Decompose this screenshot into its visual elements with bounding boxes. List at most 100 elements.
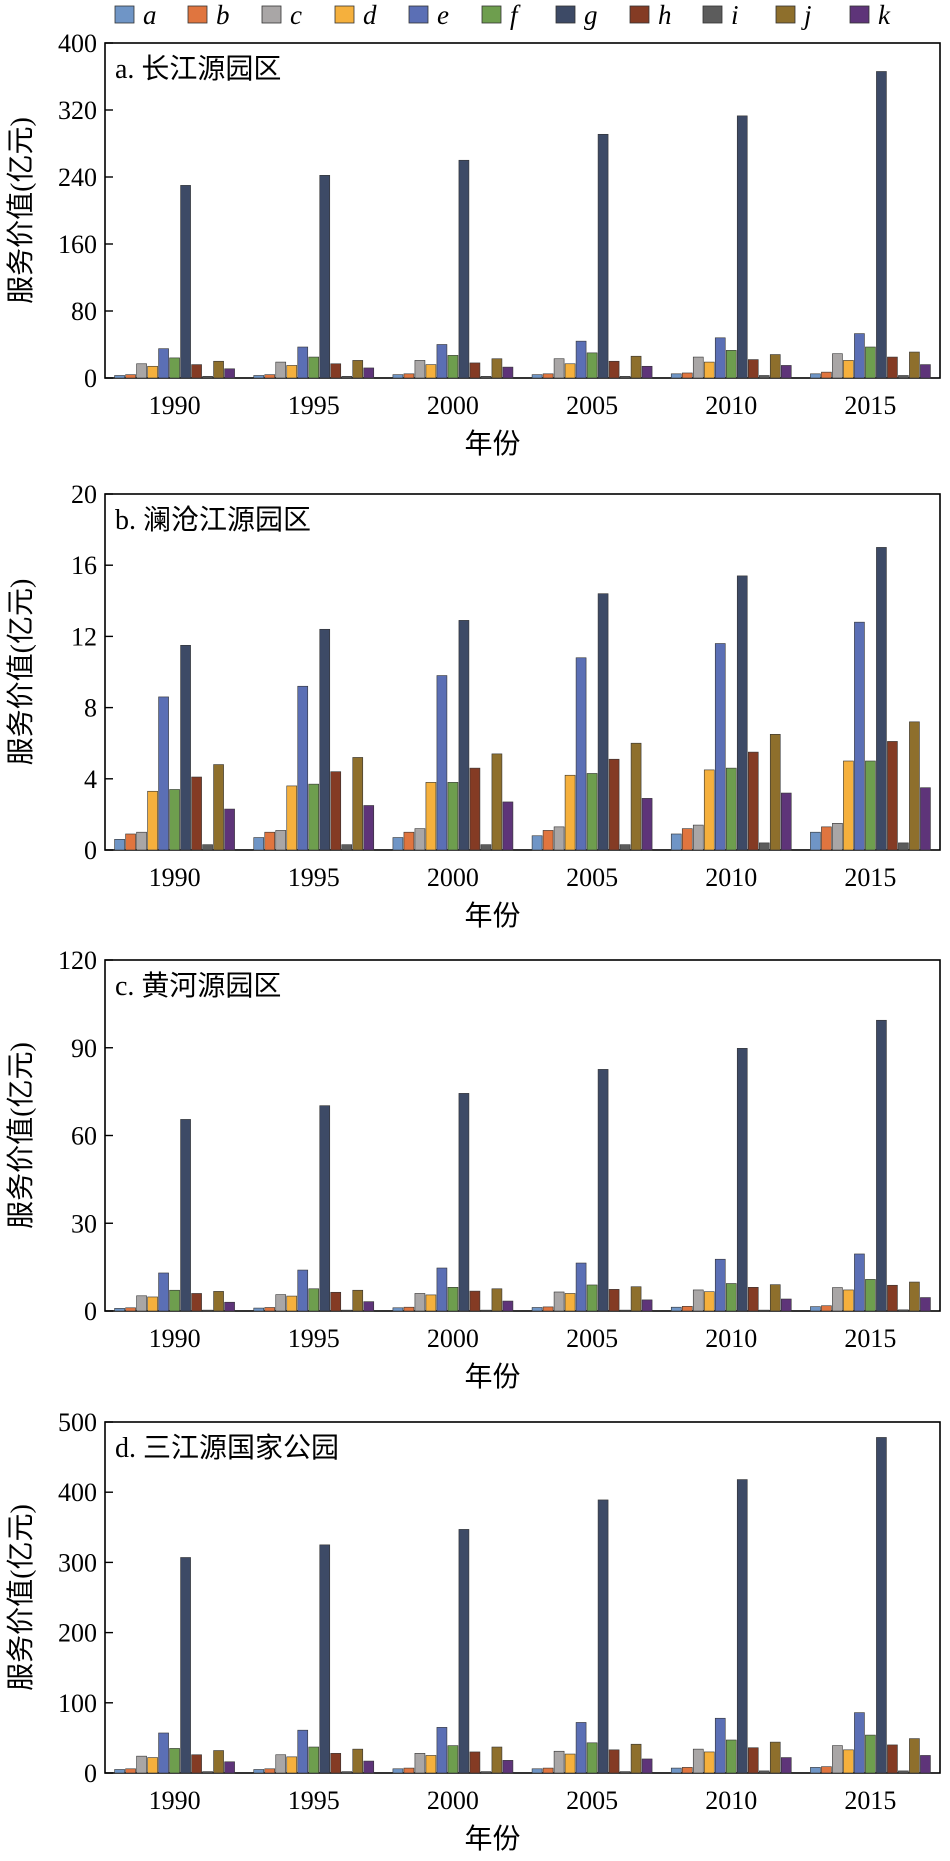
bar-h-2010 xyxy=(747,359,759,379)
legend-label-j: j xyxy=(801,0,812,30)
legend-label-d: d xyxy=(363,0,377,30)
bar-g-2005 xyxy=(597,1499,609,1774)
bar-f-2010 xyxy=(725,767,737,851)
bar-g-2010 xyxy=(736,575,748,851)
bar-d-1995 xyxy=(286,365,298,379)
bar-b-2000 xyxy=(403,1306,415,1312)
x-tick-label: 2010 xyxy=(705,1324,757,1353)
bar-i-2010 xyxy=(758,842,770,851)
bar-b-1990 xyxy=(125,374,136,379)
y-tick-label: 100 xyxy=(58,1689,97,1718)
bar-b-2015 xyxy=(821,1766,832,1774)
legend-label-f: f xyxy=(510,0,521,30)
bar-b-2005 xyxy=(542,373,554,379)
bar-d-1995 xyxy=(286,1756,298,1774)
bar-a-1995 xyxy=(253,837,265,851)
bar-f-2005 xyxy=(586,1284,598,1312)
bar-d-2015 xyxy=(843,360,854,379)
bar-e-2005 xyxy=(575,1262,587,1312)
bar-a-2000 xyxy=(392,374,404,379)
bar-h-2000 xyxy=(469,1751,481,1774)
y-tick-label: 4 xyxy=(84,765,97,794)
bar-h-1990 xyxy=(191,776,202,851)
bar-i-1990 xyxy=(202,376,213,379)
bar-f-2015 xyxy=(865,1734,876,1774)
x-tick-label: 1995 xyxy=(288,863,340,892)
x-tick-label: 2000 xyxy=(427,1786,479,1815)
y-axis-title: 服务价值(亿元) xyxy=(5,117,37,304)
bar-g-1995 xyxy=(319,1544,331,1774)
bar-g-2000 xyxy=(458,1093,470,1312)
legend-label-g: g xyxy=(584,0,598,30)
bar-a-1990 xyxy=(114,375,125,379)
bar-j-2010 xyxy=(769,354,781,379)
bar-i-2005 xyxy=(619,376,631,379)
x-tick-label: 2000 xyxy=(427,1324,479,1353)
bar-g-2010 xyxy=(736,115,748,379)
x-tick-label: 2005 xyxy=(566,863,618,892)
bar-f-2015 xyxy=(865,760,876,851)
y-tick-label: 30 xyxy=(71,1209,97,1238)
x-tick-label: 1990 xyxy=(149,863,201,892)
x-axis-title: 年份 xyxy=(464,1361,520,1393)
x-tick-label: 2015 xyxy=(844,1786,896,1815)
bar-f-1990 xyxy=(169,1748,180,1774)
bar-j-2005 xyxy=(630,742,642,851)
bar-e-1990 xyxy=(158,696,169,851)
bar-c-1990 xyxy=(136,831,147,851)
bar-g-1990 xyxy=(180,185,191,379)
bar-f-2010 xyxy=(725,1283,737,1312)
bar-k-2005 xyxy=(641,365,653,379)
legend-label-e: e xyxy=(437,0,449,30)
bar-f-1995 xyxy=(308,1746,320,1774)
bar-i-2000 xyxy=(480,844,492,851)
bar-h-2005 xyxy=(608,1289,620,1312)
bar-e-2010 xyxy=(714,1717,726,1774)
bar-b-2015 xyxy=(821,826,832,851)
bar-a-2015 xyxy=(810,1306,821,1312)
bar-i-2000 xyxy=(480,1771,492,1774)
bar-j-2015 xyxy=(909,351,920,379)
bar-h-2015 xyxy=(887,356,898,379)
x-axis-title: 年份 xyxy=(464,428,520,460)
bar-j-2010 xyxy=(769,1284,781,1312)
panel-title: d. 三江源国家公园 xyxy=(115,1432,339,1464)
bar-a-2000 xyxy=(392,1307,404,1312)
bar-d-2010 xyxy=(703,769,715,851)
bar-b-1995 xyxy=(264,374,276,379)
x-axis-title: 年份 xyxy=(464,1823,520,1855)
bar-e-1990 xyxy=(158,1732,169,1774)
bar-c-2005 xyxy=(553,1291,565,1312)
bar-h-1990 xyxy=(191,364,202,379)
y-tick-label: 16 xyxy=(71,551,97,580)
legend-label-i: i xyxy=(731,0,739,30)
bar-e-2015 xyxy=(854,1253,865,1312)
bar-g-2015 xyxy=(876,71,887,379)
y-tick-label: 20 xyxy=(71,480,97,509)
bar-e-1990 xyxy=(158,348,169,379)
bar-c-1990 xyxy=(136,363,147,379)
y-tick-label: 120 xyxy=(58,946,97,975)
legend-swatch-k xyxy=(849,5,870,24)
legend-label-k: k xyxy=(878,0,891,30)
y-tick-label: 400 xyxy=(58,1478,97,1507)
x-tick-label: 2000 xyxy=(427,863,479,892)
legend-label-h: h xyxy=(658,0,672,30)
y-tick-label: 80 xyxy=(71,297,97,326)
bar-j-2015 xyxy=(909,1281,920,1312)
bar-c-1995 xyxy=(275,1294,287,1312)
bar-a-2010 xyxy=(670,1767,682,1774)
x-tick-label: 2000 xyxy=(427,391,479,420)
bar-j-2010 xyxy=(769,1741,781,1774)
x-axis-title: 年份 xyxy=(464,900,520,932)
bar-h-1995 xyxy=(330,1291,342,1312)
bar-c-1990 xyxy=(136,1755,147,1774)
bar-c-2005 xyxy=(553,826,565,851)
bar-c-2015 xyxy=(832,822,843,851)
legend-swatch-i xyxy=(702,5,723,24)
bar-f-2000 xyxy=(447,782,459,851)
bar-h-1990 xyxy=(191,1754,202,1774)
y-tick-label: 240 xyxy=(58,163,97,192)
bar-b-1990 xyxy=(125,1307,136,1312)
panel-title: a. 长江源园区 xyxy=(115,53,281,85)
